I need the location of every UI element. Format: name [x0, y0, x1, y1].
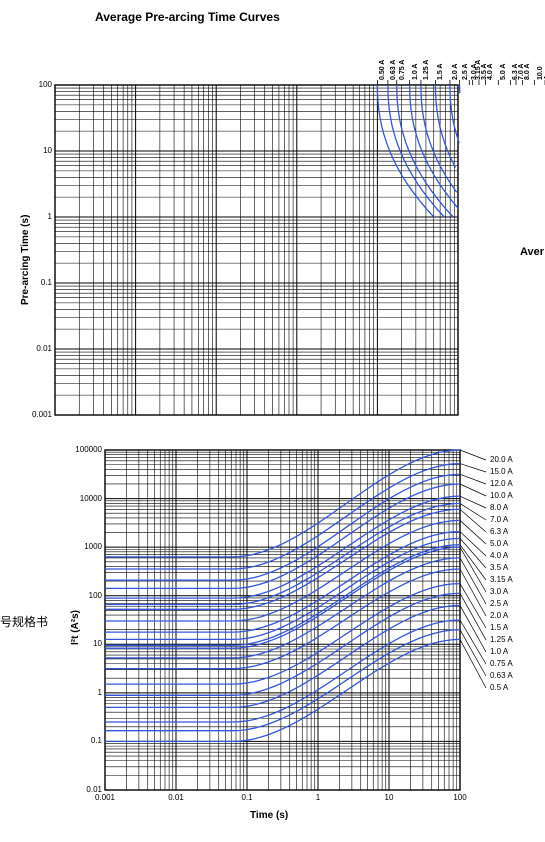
chart2-series-label: 12.0 A — [490, 479, 513, 488]
chart1-series-label: 1.0 A — [412, 64, 419, 80]
chart2-series-label: 1.25 A — [490, 635, 513, 644]
chart1-series-label: 1.25 A — [423, 60, 430, 80]
chart1-ytick: 1 — [22, 212, 52, 221]
chart1-plot — [55, 85, 458, 415]
chart2-xtick: 0.01 — [164, 793, 188, 802]
chart1-series-label: 0.50 A — [379, 60, 386, 80]
chart1-series-label: 4.0 A — [487, 64, 494, 80]
chart2-series-label: 0.5 A — [490, 683, 508, 692]
chart1-ytick: 10 — [22, 146, 52, 155]
chart1-series-label: 2.0 A — [452, 64, 459, 80]
chart1-series-label: 5.0 A — [500, 64, 507, 80]
chart1-ytick: 0.001 — [22, 410, 52, 419]
chart2-xtick: 1 — [306, 793, 330, 802]
chart2-series-label: 3.15 A — [490, 575, 513, 584]
chart1-title: Average Pre-arcing Time Curves — [95, 10, 280, 24]
chart1-ytick: 100 — [22, 80, 52, 89]
chart2-series-label: 7.0 A — [490, 515, 508, 524]
stray-right-text: Aver — [520, 246, 544, 258]
page-root: { "page": { "width": 545, "height": 842,… — [0, 0, 545, 842]
chart2-series-label: 0.63 A — [490, 671, 513, 680]
chart2-ytick: 10000 — [67, 494, 102, 503]
chart2-series-label: 15.0 A — [490, 467, 513, 476]
chart1-series-label: 0.63 A — [390, 60, 397, 80]
chart2-ytick: 10 — [67, 639, 102, 648]
chart2-ytick: 100000 — [67, 445, 102, 454]
chart2-xtick: 100 — [448, 793, 472, 802]
chart2-series-label: 20.0 A — [490, 455, 513, 464]
chart1-series-label: 0.75 A — [399, 60, 406, 80]
chart2-series-label: 3.5 A — [490, 563, 508, 572]
chart2-series-label: 2.5 A — [490, 599, 508, 608]
chart2-series-label: 3.0 A — [490, 587, 508, 596]
chart2-series-label: 4.0 A — [490, 551, 508, 560]
chart2-series-label: 5.0 A — [490, 539, 508, 548]
chart2-plot — [105, 450, 460, 790]
chart2-ytick: 1000 — [67, 542, 102, 551]
chart2-xtick: 0.1 — [235, 793, 259, 802]
chart2-xtick: 0.001 — [93, 793, 117, 802]
chart2-series-label: 0.75 A — [490, 659, 513, 668]
chart1-ylabel: Pre-arcing Time (s) — [20, 215, 31, 305]
stray-left-text: 号规格书 — [0, 613, 48, 630]
chart2-series-label: 6.3 A — [490, 527, 508, 536]
chart1-ytick: 0.01 — [22, 344, 52, 353]
chart2-series-label: 1.5 A — [490, 623, 508, 632]
chart1-series-label: 8.0 A — [524, 64, 531, 80]
chart2-series-label: 1.0 A — [490, 647, 508, 656]
chart1-ytick: 0.1 — [22, 278, 52, 287]
chart2-xtick: 10 — [377, 793, 401, 802]
chart1-series-label: 2.5 A — [462, 64, 469, 80]
chart1-series-label: 10.0 A — [537, 66, 545, 80]
chart2-ytick: 1 — [67, 688, 102, 697]
chart2-ytick: 100 — [67, 591, 102, 600]
chart1-series-label: 1.5 A — [437, 64, 444, 80]
chart2-series-label: 10.0 A — [490, 491, 513, 500]
chart2-series-label: 8.0 A — [490, 503, 508, 512]
chart2-xlabel: Time (s) — [250, 810, 288, 821]
chart2-series-label: 2.0 A — [490, 611, 508, 620]
chart2-ytick: 0.1 — [67, 736, 102, 745]
